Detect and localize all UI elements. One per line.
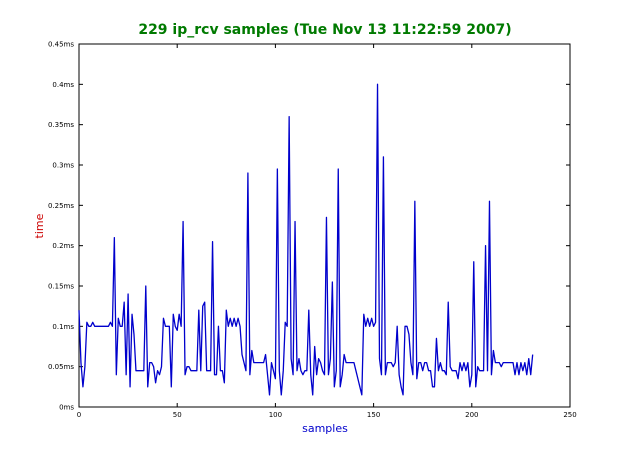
y-tick-label: 0.35ms bbox=[48, 121, 74, 129]
y-tick-label: 0.2ms bbox=[52, 242, 74, 250]
x-tick-label: 50 bbox=[173, 411, 182, 419]
x-tick-label: 250 bbox=[563, 411, 576, 419]
y-tick-label: 0.45ms bbox=[48, 41, 74, 49]
y-tick-label: 0.4ms bbox=[52, 81, 74, 89]
y-tick-label: 0.25ms bbox=[48, 202, 74, 210]
tick-labels: 0 50 100 150 200 250 0ms 0.05ms 0.1ms 0.15ms 0.2ms… bbox=[48, 41, 577, 420]
series-line bbox=[78, 83, 534, 396]
y-axis-label: time bbox=[33, 213, 46, 238]
chart-title: 229 ip_rcv samples (Tue Nov 13 11:22:59 … bbox=[138, 22, 511, 38]
x-axis-label: samples bbox=[302, 422, 348, 435]
x-tick-label: 150 bbox=[367, 411, 380, 419]
x-tick-label: 200 bbox=[465, 411, 478, 419]
y-tick-label: 0.15ms bbox=[48, 283, 74, 291]
y-tick-label: 0.05ms bbox=[48, 363, 74, 371]
y-tick-label: 0.3ms bbox=[52, 162, 74, 170]
x-tick-label: 0 bbox=[77, 411, 81, 419]
y-tick-label: 0.1ms bbox=[52, 323, 74, 331]
y-tick-label: 0ms bbox=[59, 404, 74, 412]
axis-ticks bbox=[78, 43, 571, 408]
x-tick-label: 100 bbox=[269, 411, 282, 419]
